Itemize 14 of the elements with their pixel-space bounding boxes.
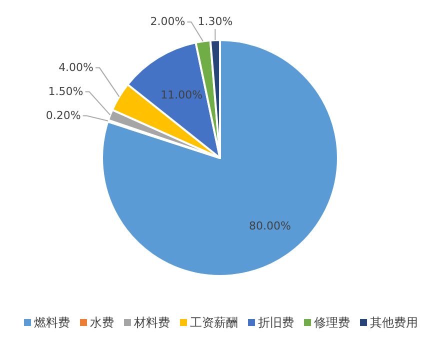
legend-label: 燃料费 xyxy=(34,315,70,330)
legend-label: 工资薪酬 xyxy=(190,315,238,330)
legend-label: 修理费 xyxy=(314,315,350,330)
data-label: 1.50% xyxy=(48,84,84,98)
data-label: 0.20% xyxy=(46,108,81,122)
data-label: 11.00% xyxy=(160,88,203,102)
legend-label: 材料费 xyxy=(133,315,170,330)
data-label: 4.00% xyxy=(58,60,94,74)
data-label: 2.00% xyxy=(150,15,186,28)
legend-label: 其他费用 xyxy=(370,315,418,330)
data-label: 80.00% xyxy=(248,220,291,233)
data-label: 1.30% xyxy=(198,15,233,28)
legend-label: 水费 xyxy=(90,315,114,330)
legend-label: 折旧费 xyxy=(258,315,294,330)
